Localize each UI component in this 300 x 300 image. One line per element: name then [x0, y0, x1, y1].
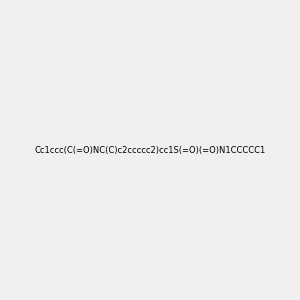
Text: Cc1ccc(C(=O)NC(C)c2ccccc2)cc1S(=O)(=O)N1CCCCC1: Cc1ccc(C(=O)NC(C)c2ccccc2)cc1S(=O)(=O)N1…	[34, 146, 266, 154]
